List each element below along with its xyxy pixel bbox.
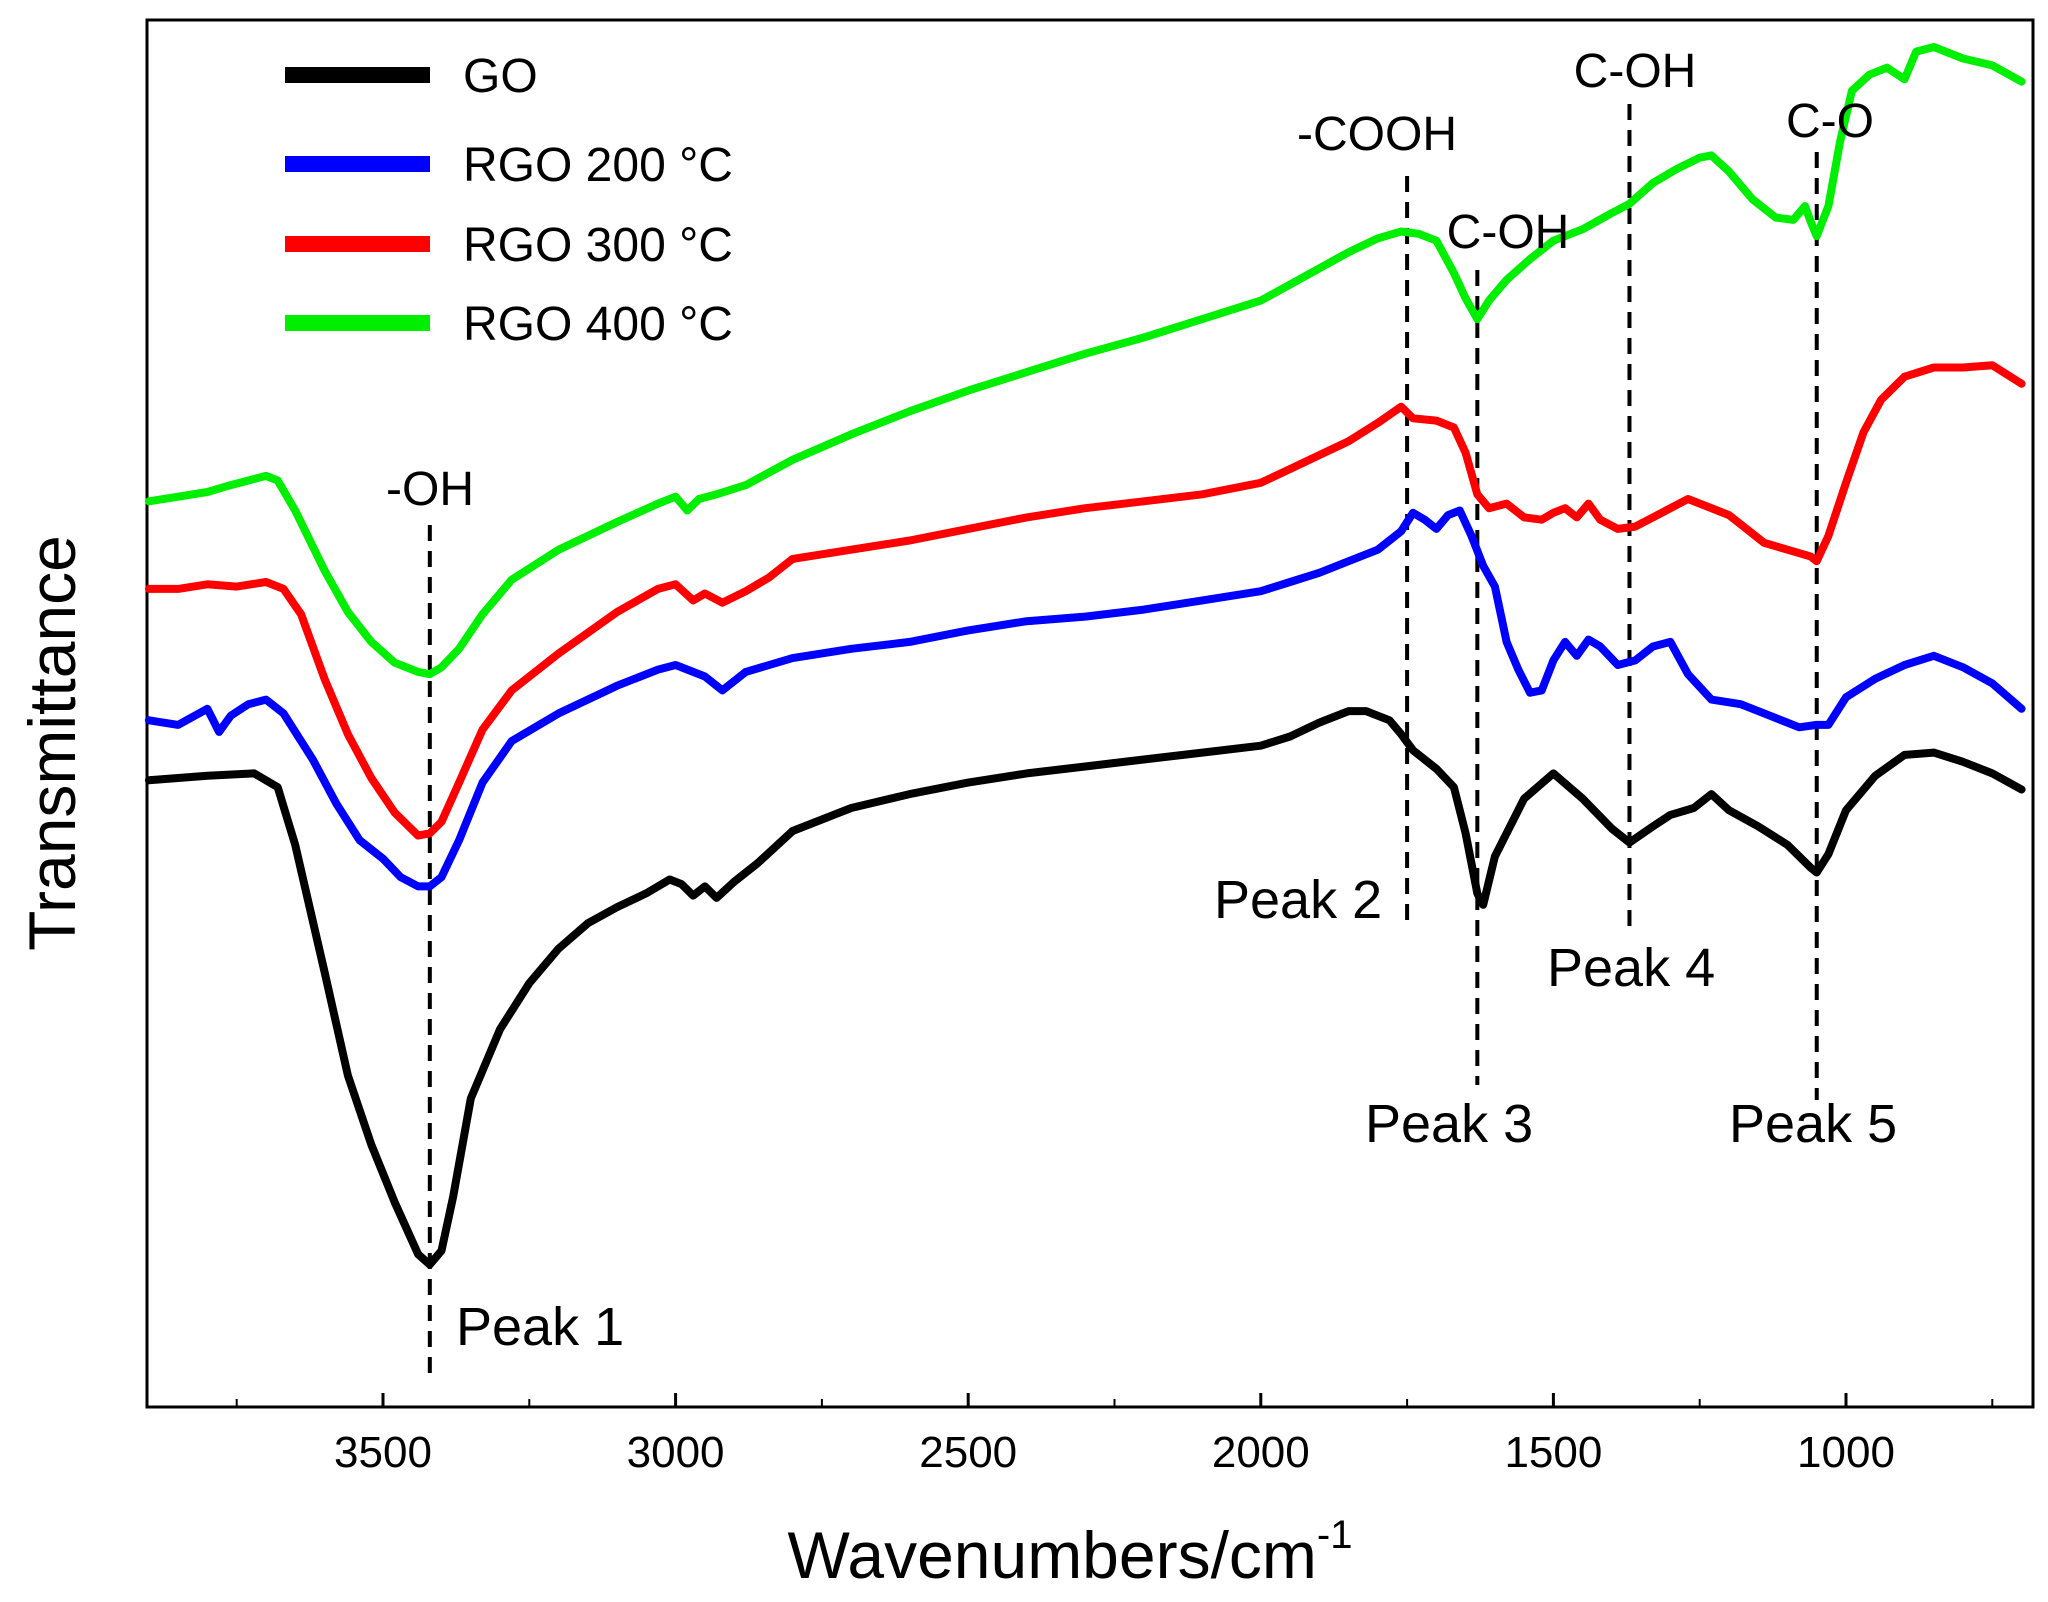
peak-label-1: Peak 1 (456, 1297, 624, 1357)
marker-label-oh: -OH (386, 463, 474, 516)
marker-label-cooh: -COOH (1297, 108, 1457, 161)
peak-label-4: Peak 4 (1547, 938, 1715, 998)
legend-label-0: GO (463, 50, 538, 103)
peak-markers (427, 104, 1819, 1375)
x-axis-title-main: Wavenumbers/cm (788, 1518, 1317, 1592)
peak-label-2: Peak 2 (1214, 870, 1382, 930)
series-line-2 (144, 361, 2026, 840)
series-line-0 (144, 707, 2026, 1269)
series-line-3 (144, 43, 2026, 679)
series-layer (144, 43, 2026, 1269)
x-axis-title: Wavenumbers/cm-1 (788, 1513, 1353, 1592)
legend-label-3: RGO 400 °C (463, 298, 733, 351)
x-tick-label-3000: 3000 (627, 1428, 725, 1477)
marker-label-coh-2: C-OH (1574, 45, 1697, 98)
x-tick-label-2500: 2500 (919, 1428, 1017, 1477)
x-tick-label-1500: 1500 (1504, 1428, 1602, 1477)
legend-label-2: RGO 300 °C (463, 219, 733, 272)
peak-label-5: Peak 5 (1729, 1094, 1897, 1154)
x-tick-label-3500: 3500 (334, 1428, 432, 1477)
x-axis-title-superscript: -1 (1317, 1513, 1353, 1557)
series-line-1 (144, 506, 2026, 891)
marker-label-co: C-O (1786, 95, 1874, 148)
x-axis: 3500 3000 2500 2000 1500 1000 (235, 1393, 1994, 1477)
plot-frame (145, 18, 2035, 1409)
y-axis-title: Transmittance (15, 535, 89, 951)
legend: GO RGO 200 °C RGO 300 °C RGO 400 °C (285, 50, 733, 351)
x-tick-label-1000: 1000 (1797, 1428, 1895, 1477)
marker-label-coh-1: C-OH (1447, 206, 1570, 259)
legend-label-1: RGO 200 °C (463, 139, 733, 192)
x-tick-label-2000: 2000 (1212, 1428, 1310, 1477)
peak-label-3: Peak 3 (1365, 1094, 1533, 1154)
